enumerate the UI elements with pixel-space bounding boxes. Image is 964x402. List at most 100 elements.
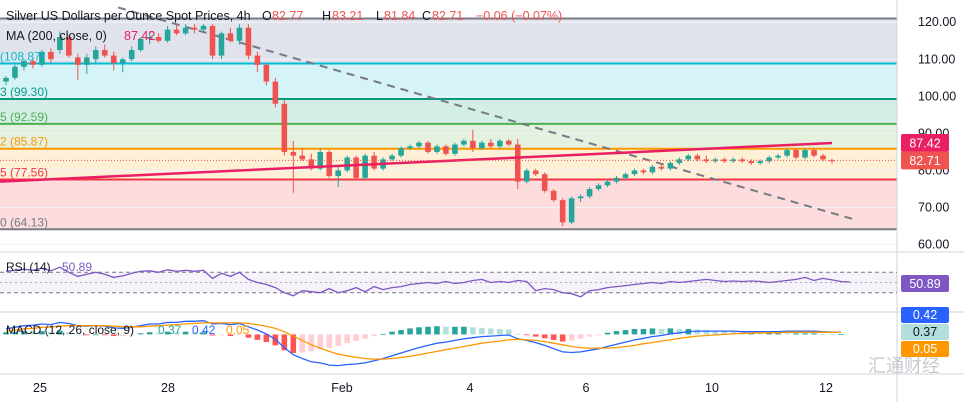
rsi-line bbox=[5, 266, 851, 298]
fib-level-label: (108.87) bbox=[0, 49, 45, 63]
macd-histogram-bar bbox=[416, 327, 422, 335]
macd-badge-top bbox=[901, 307, 949, 323]
macd-histogram-bar bbox=[326, 334, 333, 349]
candle-body bbox=[308, 159, 315, 169]
macd-histogram-bar bbox=[30, 331, 36, 335]
trendline bbox=[117, 6, 859, 222]
macd-histogram-bar bbox=[290, 334, 297, 354]
macd-histogram-bar bbox=[218, 334, 225, 336]
macd-histogram-bar bbox=[335, 334, 341, 346]
macd-histogram-bar bbox=[622, 330, 629, 335]
candle-body bbox=[766, 157, 772, 162]
macd-histogram-bar bbox=[398, 330, 404, 335]
macd-histogram-bar bbox=[57, 330, 63, 335]
time-tick-label: 6 bbox=[583, 381, 590, 395]
candle-body bbox=[523, 170, 530, 182]
candle-body bbox=[57, 37, 63, 51]
macd-histogram-bar bbox=[631, 328, 638, 335]
price-tick-label: 100.00 bbox=[918, 89, 956, 103]
macd-histogram-bar bbox=[838, 334, 844, 335]
candle-body bbox=[479, 142, 485, 149]
candle-body bbox=[326, 151, 333, 177]
candle-body bbox=[505, 140, 512, 145]
chart-title: Silver US Dollars per Ounce Spot Prices,… bbox=[6, 9, 251, 23]
macd-histogram-bar bbox=[766, 333, 772, 335]
macd-histogram-bar bbox=[21, 331, 27, 335]
macd-histogram-bar bbox=[470, 327, 476, 335]
change-value: −0.06 (−0.07%) bbox=[476, 9, 562, 23]
rsi-legend-label: RSI (14) bbox=[6, 260, 51, 274]
candle-body bbox=[39, 51, 45, 65]
macd-histogram-bar bbox=[317, 334, 324, 350]
macd-histogram-bar bbox=[371, 334, 377, 337]
macd-histogram-bar bbox=[191, 332, 198, 335]
candle-body bbox=[613, 177, 620, 182]
macd-histogram-bar bbox=[48, 332, 54, 335]
candle-body bbox=[802, 150, 808, 158]
macd-histogram-bar bbox=[344, 334, 350, 344]
candle-body bbox=[649, 166, 656, 173]
candle-body bbox=[658, 166, 665, 169]
ma-legend-label: MA (200, close, 0) bbox=[6, 29, 107, 43]
candle-body bbox=[227, 33, 234, 41]
fib-level-label: 0 (64.13) bbox=[0, 215, 48, 229]
candle-body bbox=[488, 142, 494, 147]
fib-level-label: 5 (77.56) bbox=[0, 166, 48, 180]
rsi-badge bbox=[901, 275, 949, 292]
macd-histogram bbox=[3, 326, 844, 354]
macd-histogram-bar bbox=[667, 328, 674, 335]
candle-body bbox=[550, 190, 557, 201]
candle-body bbox=[101, 50, 108, 56]
candle-body bbox=[416, 142, 422, 147]
macd-histogram-bar bbox=[604, 332, 611, 335]
candle-body bbox=[371, 155, 377, 169]
candle-body bbox=[667, 163, 674, 169]
macd-histogram-bar bbox=[92, 334, 99, 336]
candle-body bbox=[739, 159, 746, 162]
candle-body bbox=[775, 155, 781, 158]
candle-body bbox=[595, 185, 602, 189]
macd-histogram-bar bbox=[3, 332, 9, 335]
candle-body bbox=[514, 144, 521, 182]
fibonacci-zones bbox=[0, 18, 897, 230]
candle-body bbox=[191, 27, 198, 30]
time-tick-label: 4 bbox=[467, 381, 474, 395]
macd-histogram-bar bbox=[479, 327, 485, 335]
macd-histogram-bar bbox=[550, 334, 557, 340]
candle-body bbox=[84, 57, 90, 65]
macd-histogram-bar bbox=[254, 334, 261, 340]
candle-body bbox=[389, 155, 395, 160]
open-label: O bbox=[262, 9, 272, 23]
macd-badge-mid bbox=[901, 324, 949, 340]
candlestick-series bbox=[3, 24, 835, 227]
candle-body bbox=[703, 159, 710, 162]
macd-badge-mid-text: 0.37 bbox=[913, 325, 937, 339]
macd-histogram-bar bbox=[712, 330, 719, 335]
macd-histogram-bar bbox=[200, 332, 207, 335]
ma-legend-value: 87.42 bbox=[124, 29, 155, 43]
time-tick-label: 12 bbox=[819, 381, 833, 395]
signal-line bbox=[5, 322, 841, 360]
time-tick-label: 10 bbox=[705, 381, 719, 395]
macd-histogram-bar bbox=[155, 332, 162, 335]
macd-histogram-bar bbox=[84, 334, 90, 336]
candle-body bbox=[290, 151, 297, 156]
macd-legend-v1: 0.37 bbox=[158, 323, 182, 337]
macd-histogram-bar bbox=[101, 334, 108, 336]
candle-body bbox=[730, 159, 737, 162]
macd-histogram-bar bbox=[119, 334, 126, 337]
macd-legend-label: MACD (12, 26, close, 9) bbox=[6, 323, 134, 337]
macd-histogram-bar bbox=[425, 326, 431, 335]
time-tick-label: Feb bbox=[331, 381, 353, 395]
close-label: C bbox=[422, 9, 431, 23]
candle-body bbox=[182, 27, 189, 34]
rsi-legend-value: 50.89 bbox=[62, 260, 92, 274]
macd-histogram-bar bbox=[541, 334, 548, 339]
price-tick-label: 70.00 bbox=[918, 201, 949, 215]
macd-histogram-bar bbox=[146, 332, 153, 335]
macd-histogram-bar bbox=[793, 333, 799, 335]
macd-histogram-bar bbox=[703, 330, 710, 335]
macd-histogram-bar bbox=[227, 334, 234, 337]
macd-histogram-bar bbox=[568, 334, 575, 341]
